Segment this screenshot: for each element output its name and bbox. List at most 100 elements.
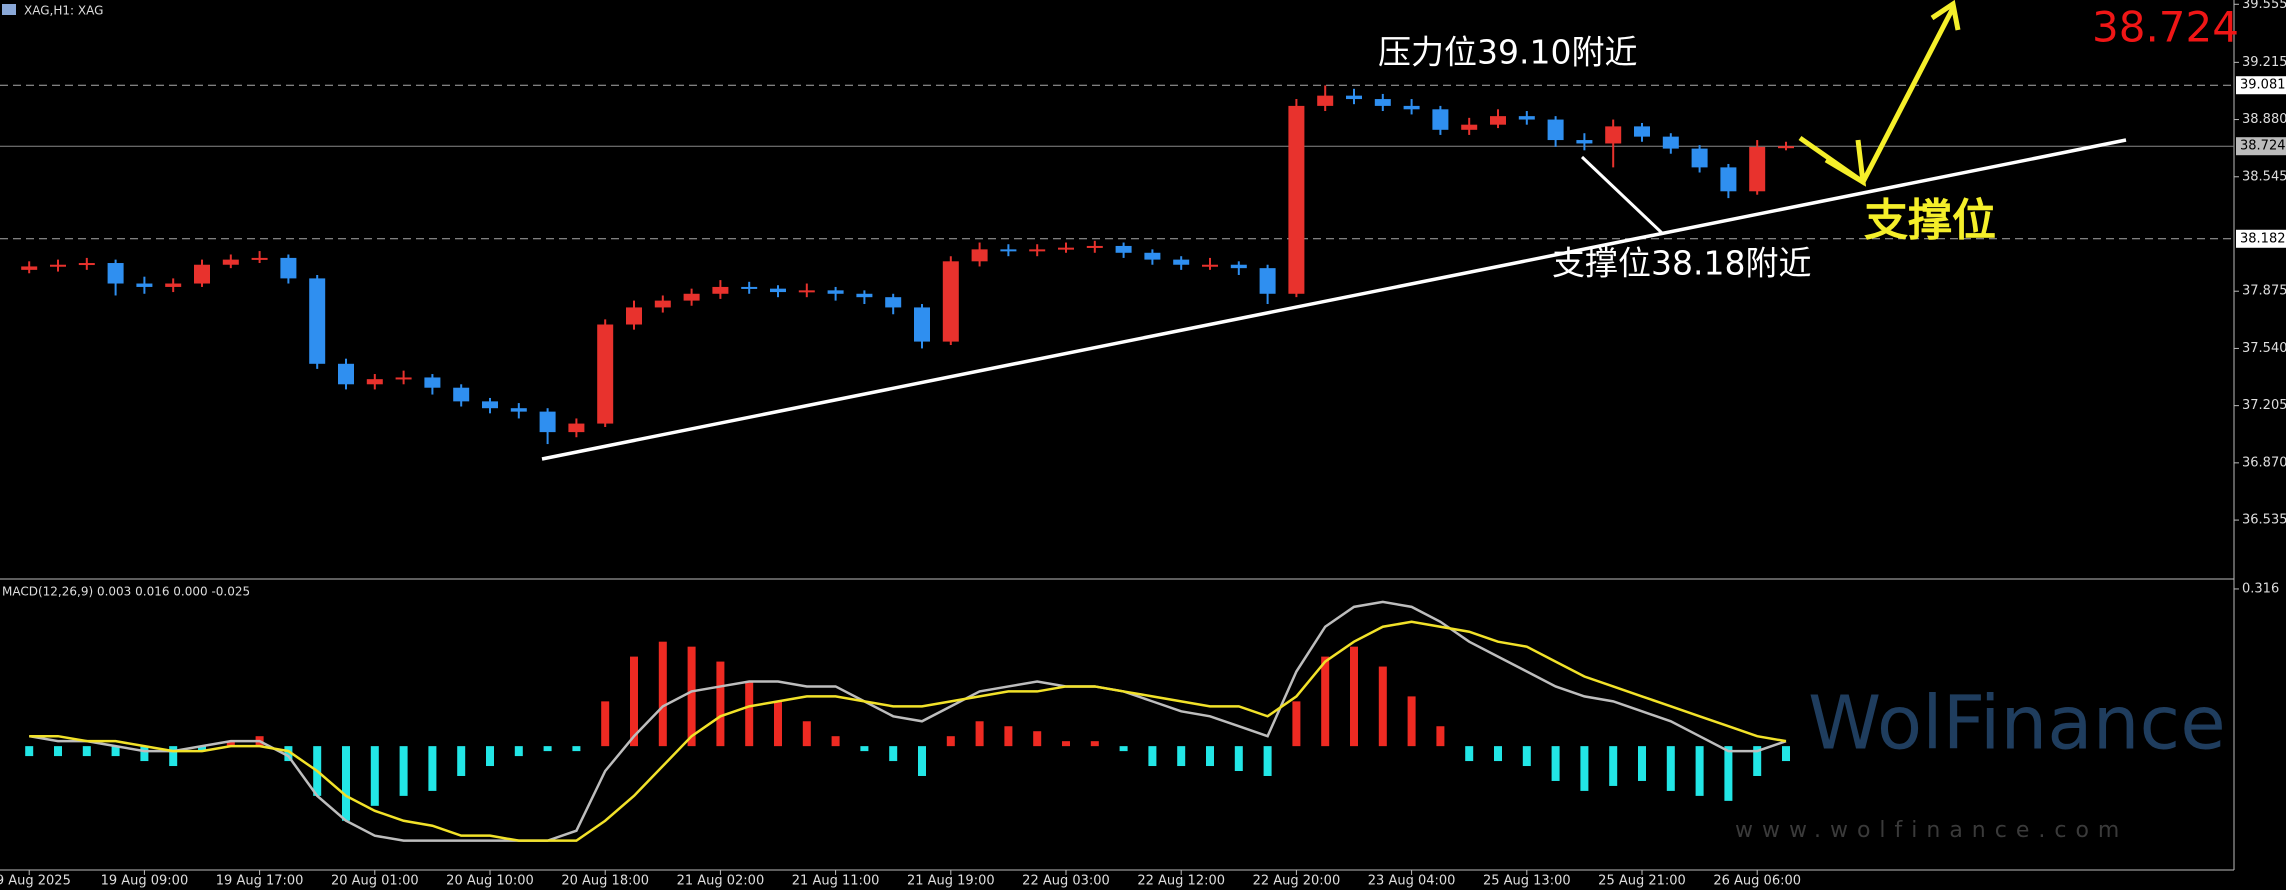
histogram-bar	[1638, 746, 1646, 781]
header: XAG,H1: XAG	[24, 4, 103, 18]
candle-body	[1317, 95, 1334, 106]
candle-body	[712, 286, 729, 294]
trendline	[541, 138, 2127, 461]
annotation: 压力位39.10附近	[1378, 33, 1637, 72]
histogram-bar	[169, 746, 178, 767]
candle-body	[194, 264, 210, 284]
candle-body	[50, 264, 66, 267]
icon	[2, 4, 16, 15]
histogram-bar	[140, 746, 149, 762]
histogram-bar	[1753, 746, 1762, 776]
histogram-bar	[889, 746, 898, 762]
histogram-bar	[918, 746, 926, 776]
y-tick-label: 39.555	[2242, 0, 2286, 12]
y-tick-label: 36.535	[2242, 513, 2286, 528]
y-tick-label: 37.205	[2242, 398, 2286, 413]
candle-body	[1662, 136, 1679, 149]
candle-body	[453, 387, 470, 402]
histogram-bar	[25, 746, 34, 757]
histogram-bar	[1494, 746, 1502, 762]
x-tick-label: 23 Aug 04:00	[1368, 874, 1456, 889]
candle-body	[1518, 116, 1535, 120]
candle-body	[1346, 95, 1362, 100]
candle-body	[1749, 146, 1766, 192]
y-tick-label: 37.875	[2242, 284, 2286, 299]
candle-body	[251, 257, 268, 260]
histogram-bar	[111, 746, 120, 757]
histogram-bar	[54, 746, 62, 757]
candle-body	[1576, 140, 1593, 144]
candle-body	[914, 307, 930, 342]
candle-body	[654, 300, 671, 308]
histogram-bar	[774, 701, 782, 747]
histogram-bar	[1177, 746, 1186, 767]
pointer-line	[1580, 155, 1664, 235]
candle-body	[1202, 264, 1218, 267]
histogram-bar	[1148, 746, 1157, 767]
candle-body	[21, 266, 38, 270]
candle-body	[741, 286, 758, 289]
histogram-bar	[543, 746, 552, 752]
price-label-box	[2236, 76, 2286, 95]
histogram-bar	[457, 746, 466, 776]
histogram-bar	[1033, 731, 1042, 747]
x-tick-label: 21 Aug 02:00	[677, 874, 765, 889]
histogram-bar	[1090, 741, 1099, 747]
candle-body	[827, 290, 844, 294]
x-tick-label: 20 Aug 01:00	[331, 874, 419, 889]
histogram-bar	[342, 746, 350, 821]
annotation: 支撑位	[1864, 195, 1996, 246]
candle-body	[280, 257, 297, 279]
histogram-bar	[486, 746, 494, 767]
histogram-bar	[514, 746, 523, 757]
histogram-bar	[428, 746, 437, 791]
x-tick-label: 25 Aug 13:00	[1483, 874, 1571, 889]
price-annotation: 38.724	[2092, 3, 2239, 52]
histogram-bar	[1062, 741, 1070, 747]
histogram-bar	[226, 741, 235, 747]
candle-body	[1259, 268, 1276, 294]
price-label-box	[2236, 229, 2286, 248]
candle-body	[1461, 124, 1478, 130]
price-label: 39.081	[2240, 78, 2286, 93]
histogram-bar	[946, 736, 955, 747]
candle-body	[1374, 99, 1391, 106]
candle-body	[942, 261, 959, 342]
candle-body	[78, 263, 95, 266]
candle-body	[1000, 249, 1017, 252]
candle-body	[309, 278, 326, 364]
x-tick-label: 26 Aug 06:00	[1713, 874, 1801, 889]
histogram-bar	[1522, 746, 1531, 767]
histogram-bar	[1407, 696, 1416, 747]
indicator-line	[29, 620, 1787, 842]
annotation: 支撑位38.18附近	[1552, 244, 1811, 283]
arrowhead	[1824, 139, 1867, 187]
candle-body	[1115, 245, 1132, 253]
candle-body	[136, 283, 153, 287]
histogram-bar	[1119, 746, 1128, 752]
x-tick-label: 19 Aug 17:00	[216, 874, 304, 889]
candle-body	[568, 423, 585, 433]
histogram-bar	[1436, 726, 1445, 747]
candle-body	[424, 377, 441, 388]
histogram-bar	[1465, 746, 1474, 762]
candle-body	[338, 363, 354, 385]
candle-body	[222, 259, 239, 265]
candle-body	[366, 379, 383, 385]
x-tick-label: 22 Aug 12:00	[1137, 874, 1225, 889]
watermark-url: www.wolfinance.com	[1735, 818, 2128, 843]
x-tick-label: 19 Aug 09:00	[101, 874, 189, 889]
candle-body	[1634, 126, 1650, 137]
candle-body	[395, 377, 412, 380]
candle-body	[1403, 105, 1420, 110]
candle-body	[510, 408, 527, 412]
histogram-bar	[1695, 746, 1704, 796]
histogram-bar	[198, 746, 206, 752]
candle-body	[165, 283, 182, 287]
histogram-bar	[1321, 656, 1330, 747]
indicator-title: MACD(12,26,9) 0.003 0.016 0.000 -0.025	[2, 585, 250, 599]
candle-body	[1490, 116, 1506, 125]
candle-body	[107, 263, 124, 284]
candle-body	[1432, 109, 1449, 130]
candle-body	[626, 307, 642, 325]
